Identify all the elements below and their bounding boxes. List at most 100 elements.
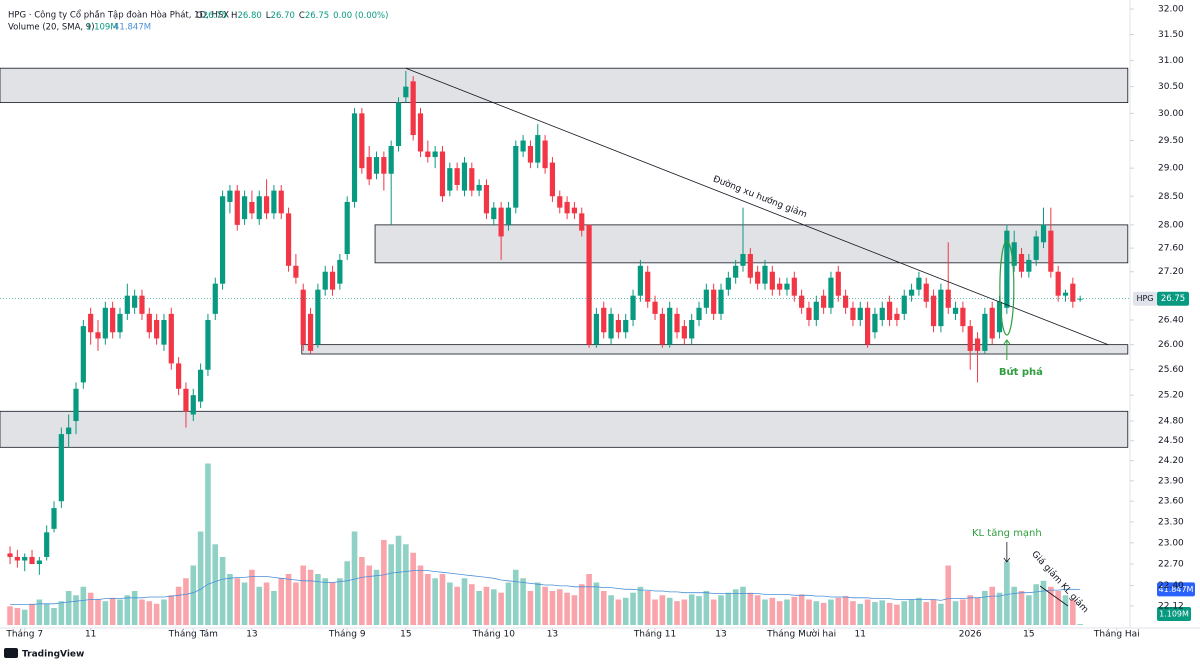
volume-bar	[622, 597, 629, 625]
candle-body	[410, 81, 416, 136]
volume-bar	[256, 586, 263, 625]
volume-bar	[29, 603, 35, 625]
candle-body	[132, 295, 138, 308]
candle-body	[549, 162, 556, 197]
volume-bar	[776, 601, 783, 625]
y-tick-label: 29.50	[1158, 136, 1184, 146]
volume-bar	[410, 552, 416, 625]
volume-bar	[747, 592, 754, 625]
candle-body	[520, 140, 526, 152]
volume-bar	[102, 601, 109, 625]
candle-body	[1040, 224, 1047, 243]
candle-body	[1062, 292, 1069, 296]
volume-bar	[644, 591, 651, 625]
brand-logo	[4, 648, 18, 658]
y-tick-label: 24.50	[1158, 436, 1184, 446]
candle-body	[373, 157, 380, 174]
ohlc-value: 26.70	[271, 11, 295, 21]
candle-body	[513, 146, 519, 208]
volume-bar	[512, 569, 519, 625]
candle-body	[879, 307, 885, 320]
candle-body	[865, 307, 871, 345]
volume-bar	[740, 586, 746, 625]
volume-bar	[564, 592, 570, 625]
volume-bar	[43, 603, 50, 625]
candle-body	[1070, 283, 1076, 302]
zone	[0, 410, 1129, 448]
candle-body	[527, 146, 534, 163]
volume-bar	[784, 599, 790, 625]
y-tick-label: 22.12	[1158, 601, 1184, 611]
volume-bar	[1011, 586, 1017, 625]
candle-body	[828, 277, 834, 308]
candle-body	[278, 190, 284, 214]
candle-body	[344, 201, 350, 254]
volume-bar	[315, 574, 321, 625]
volume-bar	[762, 599, 768, 625]
candle-body	[938, 289, 944, 327]
candle-body	[894, 313, 900, 320]
y-tick-label: 31.50	[1158, 30, 1184, 40]
x-tick-label: 15	[400, 630, 411, 640]
volume-bar	[996, 592, 1003, 625]
volume-bar	[58, 601, 65, 625]
candle-body	[601, 307, 607, 333]
volume-bar	[432, 578, 438, 625]
volume-bar	[864, 599, 871, 625]
candle-body	[923, 283, 929, 302]
y-tick-label: 25.60	[1158, 365, 1184, 375]
candle-body	[593, 313, 600, 345]
arrow	[1039, 585, 1069, 607]
candle-body	[110, 307, 116, 333]
candle-body	[1048, 230, 1054, 272]
volume-bar	[190, 565, 197, 625]
brand: TradingView	[22, 650, 84, 660]
volume-bar	[95, 599, 101, 625]
candle-body	[843, 295, 849, 308]
highlight-ellipse	[999, 240, 1015, 336]
volume-bar	[578, 584, 585, 625]
volume-bar	[960, 599, 966, 625]
volume-bar	[813, 601, 820, 625]
volume-bar	[1077, 624, 1083, 625]
candle-body	[645, 271, 651, 302]
volume-bar	[901, 601, 908, 625]
candle-body	[1004, 230, 1010, 308]
volume-bar	[534, 582, 541, 625]
candle-body	[557, 196, 563, 208]
arrow	[1003, 339, 1011, 360]
volume-bar	[425, 574, 431, 625]
volume-bar	[989, 586, 996, 625]
candle-body	[293, 265, 299, 278]
candle-body	[1033, 236, 1039, 260]
candle-body	[1011, 242, 1017, 266]
candle-body	[799, 295, 805, 308]
volume-tag: 1.109M	[1159, 610, 1189, 619]
candle-body	[476, 184, 482, 191]
volume-bar	[439, 574, 446, 625]
volume-bar	[80, 586, 87, 625]
volume-bar	[7, 606, 13, 625]
candle-body	[154, 319, 160, 339]
volume-sma-line	[10, 570, 1081, 605]
ohlc-label: L	[266, 11, 271, 21]
candle-body	[564, 201, 570, 214]
candle-body	[579, 213, 585, 231]
volume-bar	[212, 544, 219, 625]
candle-body	[66, 427, 72, 435]
candle-body	[791, 277, 797, 296]
y-tick-label: 23.60	[1158, 497, 1184, 507]
annotation: Bứt phá	[999, 366, 1043, 378]
volume-bar	[967, 595, 974, 625]
volume-bar	[241, 582, 248, 625]
x-tick-label: 13	[547, 630, 558, 640]
volume-bar	[637, 586, 644, 625]
volume-value: 1.109M	[86, 23, 118, 33]
volume-bar	[571, 595, 578, 625]
volume-bar	[608, 595, 614, 625]
x-tick-label: Tháng 11	[633, 630, 676, 640]
candle-body	[689, 319, 695, 339]
volume-bar	[1055, 591, 1061, 625]
candle-body	[146, 313, 152, 333]
volume-bar	[373, 569, 380, 625]
